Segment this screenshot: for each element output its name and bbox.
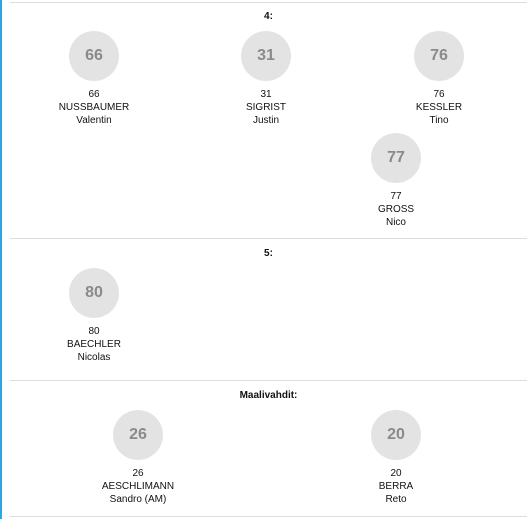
player-number: 80 <box>88 326 100 337</box>
player-number: 20 <box>390 468 402 479</box>
player-last-name: AESCHLIMANN <box>101 481 175 492</box>
player-number-badge: 26 <box>113 410 163 460</box>
player-last-name: NUSSBAUMER <box>58 102 130 113</box>
player-first-name: Nicolas <box>77 352 111 363</box>
player-card-26[interactable]: 26 26 AESCHLIMANN Sandro (AM) <box>78 410 198 506</box>
left-accent-bar <box>0 0 2 519</box>
player-last-name: KESSLER <box>415 102 463 113</box>
player-first-name: Justin <box>252 115 280 126</box>
divider <box>10 2 527 3</box>
player-number-badge: 76 <box>414 31 464 81</box>
player-last-name: BERRA <box>378 481 414 492</box>
player-card-20[interactable]: 20 20 BERRA Reto <box>336 410 456 506</box>
section-title-line-5: 5: <box>264 248 273 259</box>
player-card-31[interactable]: 31 31 SIGRIST Justin <box>206 31 326 127</box>
player-number-badge: 77 <box>371 133 421 183</box>
player-number-badge: 66 <box>69 31 119 81</box>
section-title-goalkeepers: Maalivahdit: <box>239 390 298 401</box>
player-last-name: BAECHLER <box>67 339 121 350</box>
divider <box>10 380 527 381</box>
player-number: 31 <box>260 89 272 100</box>
player-number: 66 <box>88 89 100 100</box>
player-first-name: Sandro (AM) <box>109 494 167 505</box>
player-first-name: Reto <box>385 494 407 505</box>
player-number-badge: 31 <box>241 31 291 81</box>
player-card-76[interactable]: 76 76 KESSLER Tino <box>379 31 499 127</box>
player-first-name: Valentin <box>76 115 112 126</box>
player-first-name: Nico <box>385 217 406 228</box>
player-last-name: GROSS <box>377 204 415 215</box>
divider <box>10 516 527 517</box>
player-card-80[interactable]: 80 80 BAECHLER Nicolas <box>34 268 154 364</box>
player-last-name: SIGRIST <box>245 102 286 113</box>
player-number: 26 <box>132 468 144 479</box>
player-card-77[interactable]: 77 77 GROSS Nico <box>336 133 456 229</box>
divider <box>10 238 527 239</box>
player-number-badge: 20 <box>371 410 421 460</box>
section-title-line-4: 4: <box>264 11 273 22</box>
player-first-name: Tino <box>429 115 449 126</box>
player-number: 77 <box>390 191 402 202</box>
player-number: 76 <box>433 89 445 100</box>
player-card-66[interactable]: 66 66 NUSSBAUMER Valentin <box>34 31 154 127</box>
player-number-badge: 80 <box>69 268 119 318</box>
